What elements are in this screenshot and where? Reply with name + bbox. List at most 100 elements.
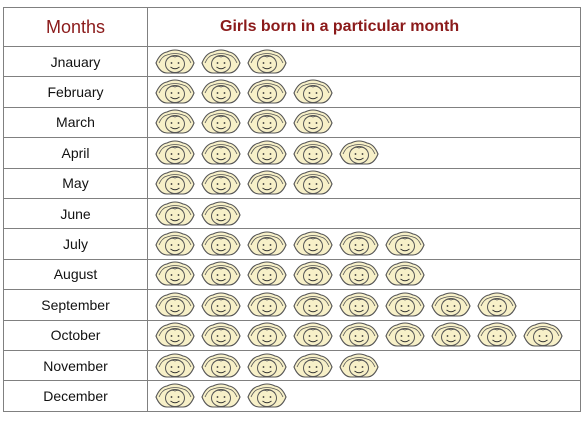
pictogram-cell <box>147 137 581 169</box>
pictogram-cell <box>147 106 581 139</box>
girl-face-icon <box>339 292 379 317</box>
month-label: July <box>3 228 148 260</box>
girl-face-icon <box>339 231 379 256</box>
girl-face-icon <box>293 353 333 378</box>
girl-face-icon <box>201 170 241 195</box>
girl-face-icon <box>385 231 425 256</box>
girl-face-icon <box>247 140 287 165</box>
girl-face-icon <box>155 383 195 408</box>
month-label: October <box>3 319 148 351</box>
girl-face-icon <box>293 292 333 317</box>
girl-face-icon <box>339 261 379 286</box>
month-label: May <box>3 167 148 199</box>
month-label: June <box>3 197 148 230</box>
girl-face-icon <box>477 322 517 347</box>
girl-face-icon <box>293 109 333 135</box>
girl-face-icon <box>201 322 241 347</box>
girl-face-icon <box>247 79 287 104</box>
girl-face-icon <box>339 322 379 347</box>
girl-face-icon <box>201 292 241 317</box>
girl-face-icon <box>339 140 379 165</box>
girl-face-icon <box>201 201 241 226</box>
girl-face-icon <box>247 109 287 135</box>
girl-face-icon <box>155 322 195 347</box>
table-row: March <box>3 106 581 139</box>
girl-face-icon <box>201 49 241 74</box>
girl-face-icon <box>247 261 287 286</box>
girl-face-icon <box>247 353 287 378</box>
girl-face-icon <box>247 231 287 256</box>
table-row: April <box>3 137 581 169</box>
month-label: August <box>3 258 148 291</box>
pictogram-cell <box>147 380 581 412</box>
girl-face-icon <box>201 383 241 408</box>
pictogram-cell <box>147 228 581 260</box>
girl-face-icon <box>201 109 241 135</box>
girl-face-icon <box>293 231 333 256</box>
girl-face-icon <box>155 49 195 74</box>
pictogram-cell <box>147 167 581 199</box>
month-rows: Jnauary February March April May June July Augu… <box>3 45 581 412</box>
month-label: March <box>3 106 148 139</box>
girl-face-icon <box>293 79 333 104</box>
months-column-header: Months <box>3 7 148 47</box>
pictogram-cell <box>147 258 581 291</box>
girl-face-icon <box>247 322 287 347</box>
girl-face-icon <box>293 170 333 195</box>
table-row: December <box>3 380 581 412</box>
table-row: July <box>3 228 581 260</box>
girl-face-icon <box>201 140 241 165</box>
month-label: September <box>3 289 148 321</box>
month-label: Jnauary <box>3 45 148 78</box>
girl-face-icon <box>339 353 379 378</box>
pictogram-cell <box>147 45 581 78</box>
girl-face-icon <box>523 322 563 347</box>
girl-face-icon <box>293 140 333 165</box>
header-row: Months Girls born in a particular month <box>3 7 581 47</box>
pictogram-cell <box>147 349 581 382</box>
girl-face-icon <box>155 79 195 104</box>
girl-face-icon <box>477 292 517 317</box>
girl-face-icon <box>201 353 241 378</box>
girl-face-icon <box>155 231 195 256</box>
chart-title: Girls born in a particular month <box>147 7 581 47</box>
girl-face-icon <box>155 201 195 226</box>
pictogram-cell <box>147 197 581 230</box>
girl-face-icon <box>247 383 287 408</box>
girl-face-icon <box>155 170 195 195</box>
girl-face-icon <box>293 261 333 286</box>
girl-face-icon <box>431 322 471 347</box>
girl-face-icon <box>385 261 425 286</box>
girl-face-icon <box>201 231 241 256</box>
girl-face-icon <box>155 109 195 135</box>
girl-face-icon <box>201 261 241 286</box>
girl-face-icon <box>385 292 425 317</box>
pictogram-cell <box>147 76 581 108</box>
girl-face-icon <box>201 79 241 104</box>
girl-face-icon <box>155 140 195 165</box>
girl-face-icon <box>155 261 195 286</box>
girl-face-icon <box>247 292 287 317</box>
table-row: August <box>3 258 581 291</box>
table-row: May <box>3 167 581 199</box>
pictogram-cell <box>147 289 581 321</box>
month-label: December <box>3 380 148 412</box>
girl-face-icon <box>155 292 195 317</box>
girl-face-icon <box>247 49 287 74</box>
girl-face-icon <box>155 353 195 378</box>
table-row: February <box>3 76 581 108</box>
table-row: Jnauary <box>3 45 581 78</box>
month-label: February <box>3 76 148 108</box>
month-label: November <box>3 349 148 382</box>
table-row: June <box>3 197 581 230</box>
pictogram-cell <box>147 319 581 351</box>
table-row: October <box>3 319 581 351</box>
table-row: November <box>3 349 581 382</box>
girl-face-icon <box>385 322 425 347</box>
month-label: April <box>3 137 148 169</box>
pictograph-table: Months Girls born in a particular month … <box>3 7 581 412</box>
table-row: September <box>3 289 581 321</box>
girl-face-icon <box>293 322 333 347</box>
girl-face-icon <box>431 292 471 317</box>
girl-face-icon <box>247 170 287 195</box>
